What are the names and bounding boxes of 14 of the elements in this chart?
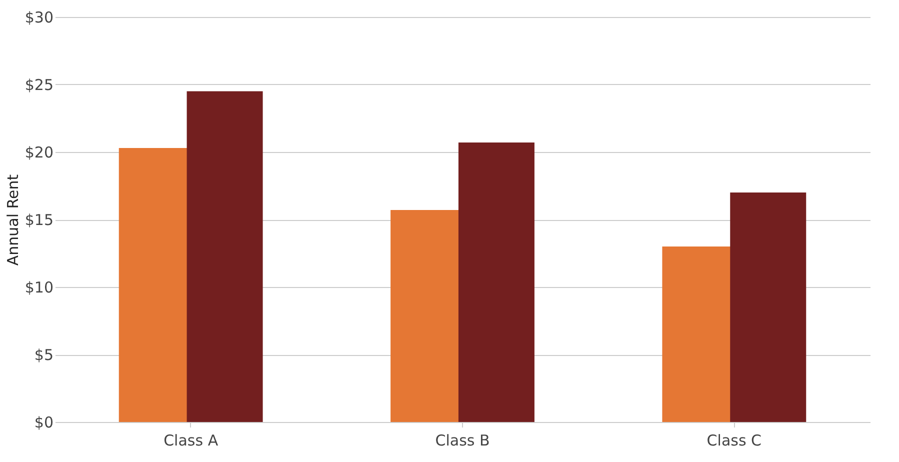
x-tick-label: Class C: [706, 432, 762, 450]
y-tick-label: $20: [24, 144, 54, 162]
y-tick-label: $30: [24, 8, 54, 26]
x-tick-label: Class B: [435, 432, 490, 450]
y-axis-title: Annual Rent: [4, 174, 22, 266]
y-tick-label: $25: [24, 76, 54, 94]
y-tick-label: $5: [34, 346, 54, 364]
bar: [730, 192, 806, 422]
y-tick-label: $15: [24, 211, 54, 229]
x-tick-label: Class A: [164, 432, 219, 450]
y-tick-label: $0: [34, 414, 54, 432]
bar: [458, 142, 534, 422]
bar: [186, 91, 263, 422]
y-tick-label: $10: [24, 278, 54, 296]
